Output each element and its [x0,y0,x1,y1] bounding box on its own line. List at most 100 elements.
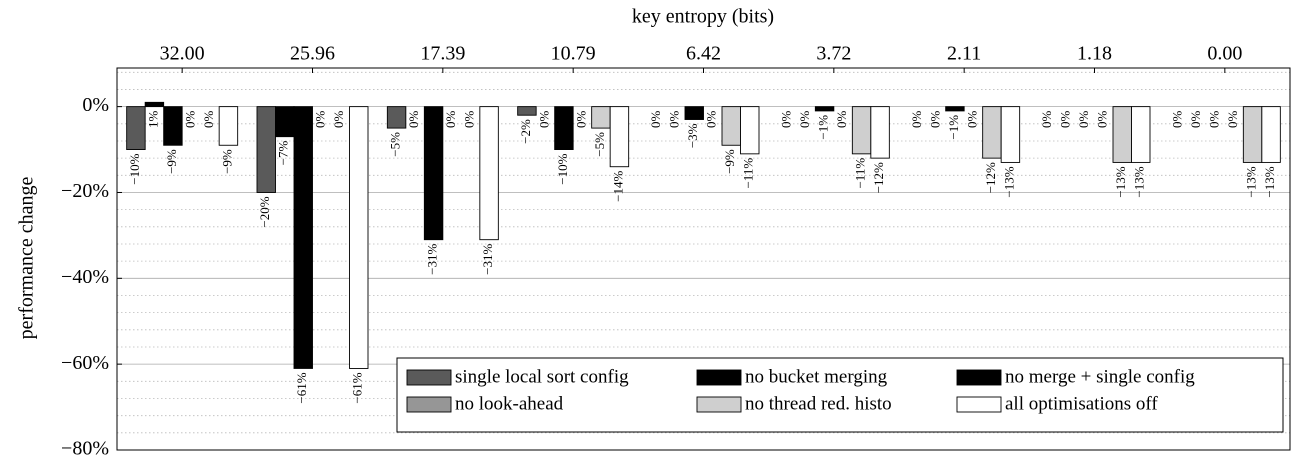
legend-label: single local sort config [455,366,629,387]
bar [945,106,965,112]
bar [163,106,183,146]
x-tick-label: 3.72 [816,43,851,65]
legend-label: all optimisations off [1005,393,1158,414]
value-label: 0% [1188,110,1203,128]
value-label: 0% [667,110,682,128]
value-label: 0% [443,110,458,128]
y-tick-label: 0% [82,94,109,116]
value-label: 0% [182,110,197,128]
value-label: −10% [127,153,142,184]
value-label: −9% [164,149,179,174]
value-label: −1% [816,115,831,140]
y-tick-label: −40% [61,266,109,288]
value-label: 1% [145,110,160,128]
legend-swatch [406,369,452,386]
value-label: 0% [1225,110,1240,128]
bar [1131,106,1151,163]
x-axis-label: key entropy (bits) [632,6,774,28]
value-label: −5% [592,132,607,157]
value-label: 0% [779,110,794,128]
bar [740,106,760,155]
value-label: −12% [983,162,998,193]
legend-label: no look-ahead [455,393,564,414]
value-label: −10% [555,153,570,184]
bar [275,106,295,138]
legend-label: no merge + single config [1005,366,1195,387]
bar [517,106,537,116]
value-label: −7% [276,141,291,166]
y-tick-label: −60% [61,352,109,374]
x-tick-label: 1.18 [1077,43,1112,65]
y-tick-label: −80% [61,438,109,460]
bar [1261,106,1281,163]
value-label: −31% [425,244,440,275]
bar [218,106,239,146]
value-label: 0% [406,110,421,128]
x-tick-label: 17.39 [420,43,465,65]
value-label: 0% [927,110,942,128]
bar [870,106,890,159]
value-label: −61% [294,372,309,403]
bar [684,106,704,120]
bar [554,106,574,151]
value-label: −11% [741,158,756,189]
value-label: 0% [1039,110,1054,128]
x-tick-label: 6.42 [686,43,721,65]
bar [423,106,444,241]
x-tick-label: 2.11 [947,43,981,65]
value-label: −11% [853,158,868,189]
legend-swatch [696,369,742,386]
bar [1112,106,1132,163]
value-label: −20% [257,196,272,227]
bar [1000,106,1021,163]
value-label: −13% [1001,166,1016,197]
legend-label: no bucket merging [745,366,888,387]
value-label: −12% [871,162,886,193]
value-label: 0% [1076,110,1091,128]
bar [386,106,407,129]
value-label: 0% [704,110,719,128]
value-label: −13% [1262,166,1277,197]
bar [126,106,146,151]
y-tick-label: −20% [61,180,109,202]
value-label: 0% [648,110,663,128]
x-tick-label: 0.00 [1207,43,1242,65]
legend-label: no thread red. histo [745,393,892,414]
bar [814,106,835,112]
bar [609,106,630,168]
x-tick-label: 32.00 [160,43,205,65]
bar [721,106,741,146]
value-label: 0% [201,110,216,128]
bar [591,106,611,129]
value-label: −14% [610,171,625,202]
value-label: 0% [313,110,328,128]
value-label: −31% [480,244,495,275]
bar [982,106,1002,159]
bar [349,106,369,369]
value-label: −13% [1244,166,1259,197]
value-label: 0% [1207,110,1222,128]
value-label: −2% [518,119,533,144]
value-label: 0% [834,110,849,128]
value-label: 0% [573,110,588,128]
value-label: −5% [388,132,403,157]
bar [256,106,276,193]
x-tick-label: 25.96 [290,43,335,65]
value-label: −1% [946,115,961,140]
value-label: 0% [331,110,346,128]
value-label: 0% [909,110,924,128]
value-label: 0% [797,110,812,128]
legend-swatch [956,396,1002,413]
bar [293,106,313,369]
value-label: 0% [1170,110,1185,128]
legend-swatch [406,396,452,413]
y-axis-label: performance change [16,177,38,340]
value-label: −61% [350,372,365,403]
value-label: 0% [462,110,477,128]
bar [479,106,499,241]
legend-swatch [956,369,1002,386]
value-label: −3% [685,123,700,148]
value-label: 0% [1095,110,1110,128]
value-label: −9% [722,149,737,174]
